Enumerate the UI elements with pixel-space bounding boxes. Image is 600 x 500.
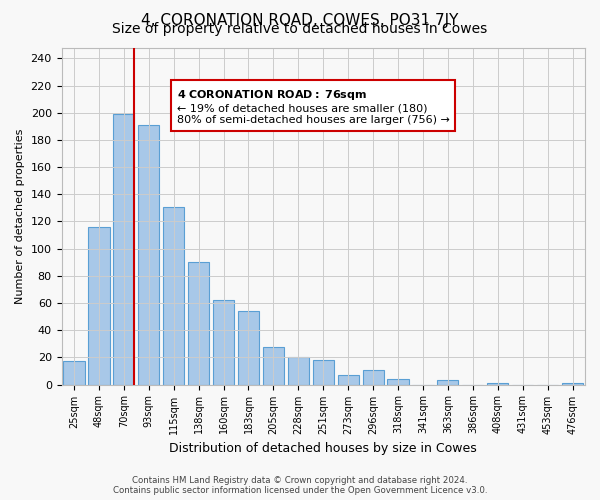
Bar — [362, 370, 384, 384]
Bar — [88, 227, 110, 384]
Text: 4, CORONATION ROAD, COWES, PO31 7JY: 4, CORONATION ROAD, COWES, PO31 7JY — [142, 12, 458, 28]
Bar — [313, 360, 334, 384]
Y-axis label: Number of detached properties: Number of detached properties — [15, 128, 25, 304]
Bar — [163, 206, 184, 384]
Bar — [238, 311, 259, 384]
Text: Size of property relative to detached houses in Cowes: Size of property relative to detached ho… — [112, 22, 488, 36]
Bar — [64, 362, 85, 384]
Bar — [338, 375, 359, 384]
Bar — [437, 380, 458, 384]
Bar — [113, 114, 134, 384]
Bar — [562, 383, 583, 384]
Text: $\bf{4\ CORONATION\ ROAD:\ 76sqm}$
← 19% of detached houses are smaller (180)
80: $\bf{4\ CORONATION\ ROAD:\ 76sqm}$ ← 19%… — [176, 88, 449, 125]
Text: Contains HM Land Registry data © Crown copyright and database right 2024.
Contai: Contains HM Land Registry data © Crown c… — [113, 476, 487, 495]
Bar — [138, 125, 160, 384]
X-axis label: Distribution of detached houses by size in Cowes: Distribution of detached houses by size … — [169, 442, 477, 455]
Bar — [188, 262, 209, 384]
Bar — [487, 383, 508, 384]
Bar — [388, 379, 409, 384]
Bar — [213, 300, 234, 384]
Bar — [288, 358, 309, 384]
Bar — [263, 346, 284, 385]
